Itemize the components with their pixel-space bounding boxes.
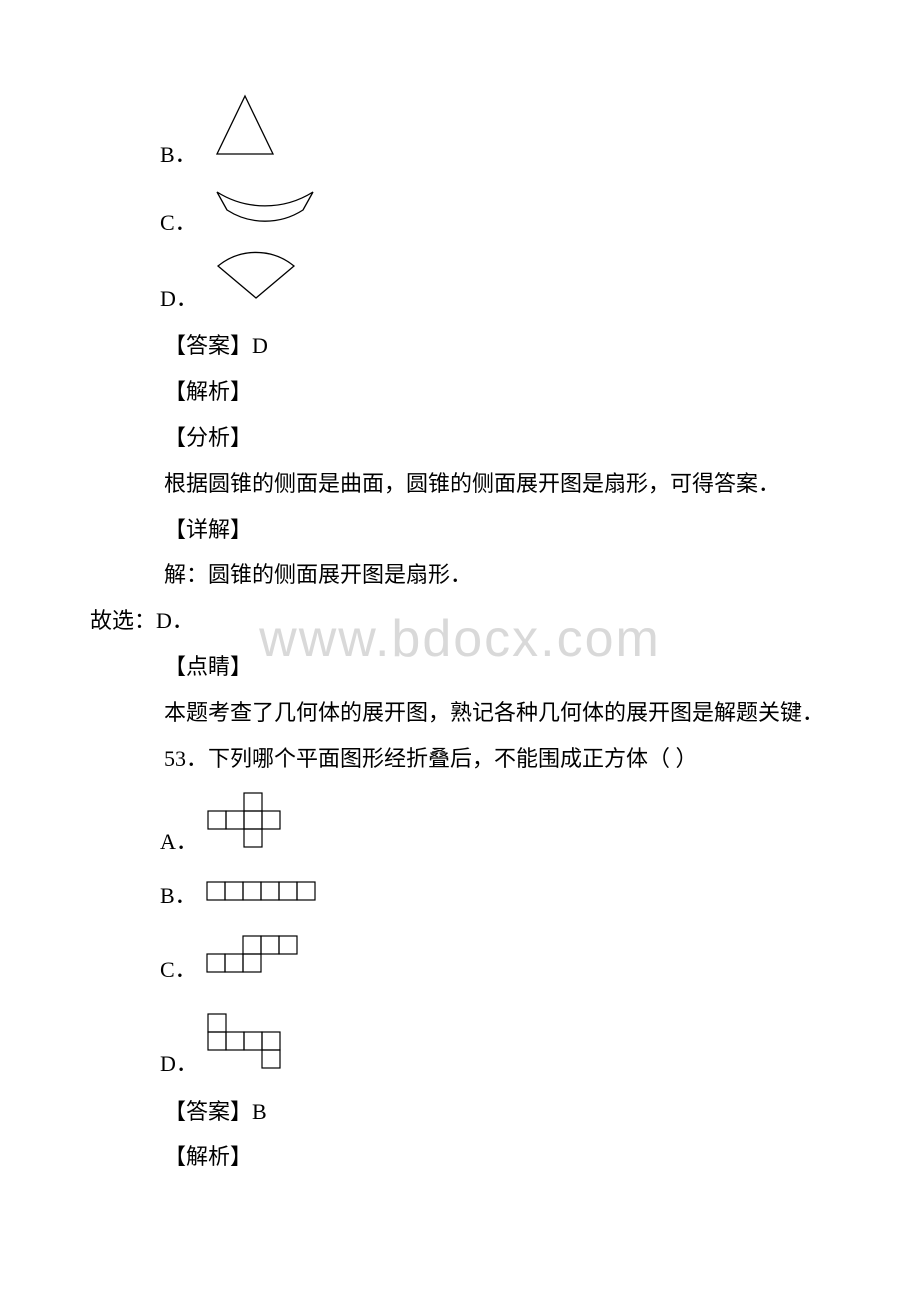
- q52-fenxi: 【分析】: [120, 417, 830, 459]
- q53-stem: 53．下列哪个平面图形经折叠后，不能围成正方体（ ）: [120, 738, 830, 780]
- q53-answer: 【答案】B: [120, 1091, 830, 1133]
- q52-sol1: 解：圆锥的侧面展开图是扇形．: [120, 554, 830, 596]
- answer-value: B: [252, 1099, 267, 1124]
- cube-net-cross-icon: [206, 789, 302, 863]
- q53-option-A: A．: [160, 789, 830, 863]
- q53-option-B: B．: [160, 875, 830, 917]
- option-letter: A．: [160, 821, 198, 863]
- q53-option-D: D．: [160, 1011, 830, 1085]
- sector-icon: [206, 250, 306, 320]
- q52-sol2: 故选：D．: [90, 600, 830, 642]
- q52-dianjing: 【点睛】: [120, 646, 830, 688]
- content: B． C． D． 【答案】D: [90, 90, 830, 1178]
- option-letter: C．: [160, 949, 197, 991]
- answer-value: D: [252, 333, 268, 358]
- q52-answer: 【答案】D: [120, 325, 830, 367]
- q53-jiexi: 【解析】: [120, 1136, 830, 1178]
- answer-label: 【答案】: [164, 333, 252, 358]
- cube-net-z-icon: [205, 933, 305, 991]
- option-letter: B．: [160, 875, 197, 917]
- cube-net-row6-icon: [205, 875, 325, 917]
- triangle-icon: [205, 90, 285, 176]
- option-letter: C．: [160, 202, 197, 244]
- q52-option-C: C．: [160, 182, 830, 244]
- q52-jiexi: 【解析】: [120, 371, 830, 413]
- answer-label: 【答案】: [164, 1099, 252, 1124]
- option-letter: B．: [160, 134, 197, 176]
- option-letter: D．: [160, 1043, 198, 1085]
- arc-band-icon: [205, 182, 325, 244]
- q52-option-D: D．: [160, 250, 830, 320]
- q52-dianjing-text: 本题考查了几何体的展开图，熟记各种几何体的展开图是解题关键．: [120, 692, 830, 734]
- q52-xiangjie: 【详解】: [120, 509, 830, 551]
- option-letter: D．: [160, 278, 198, 320]
- cube-net-t-icon: [206, 1011, 302, 1085]
- q53-option-C: C．: [160, 933, 830, 991]
- q52-option-B: B．: [160, 90, 830, 176]
- q52-fenxi-text: 根据圆锥的侧面是曲面，圆锥的侧面展开图是扇形，可得答案．: [120, 463, 830, 505]
